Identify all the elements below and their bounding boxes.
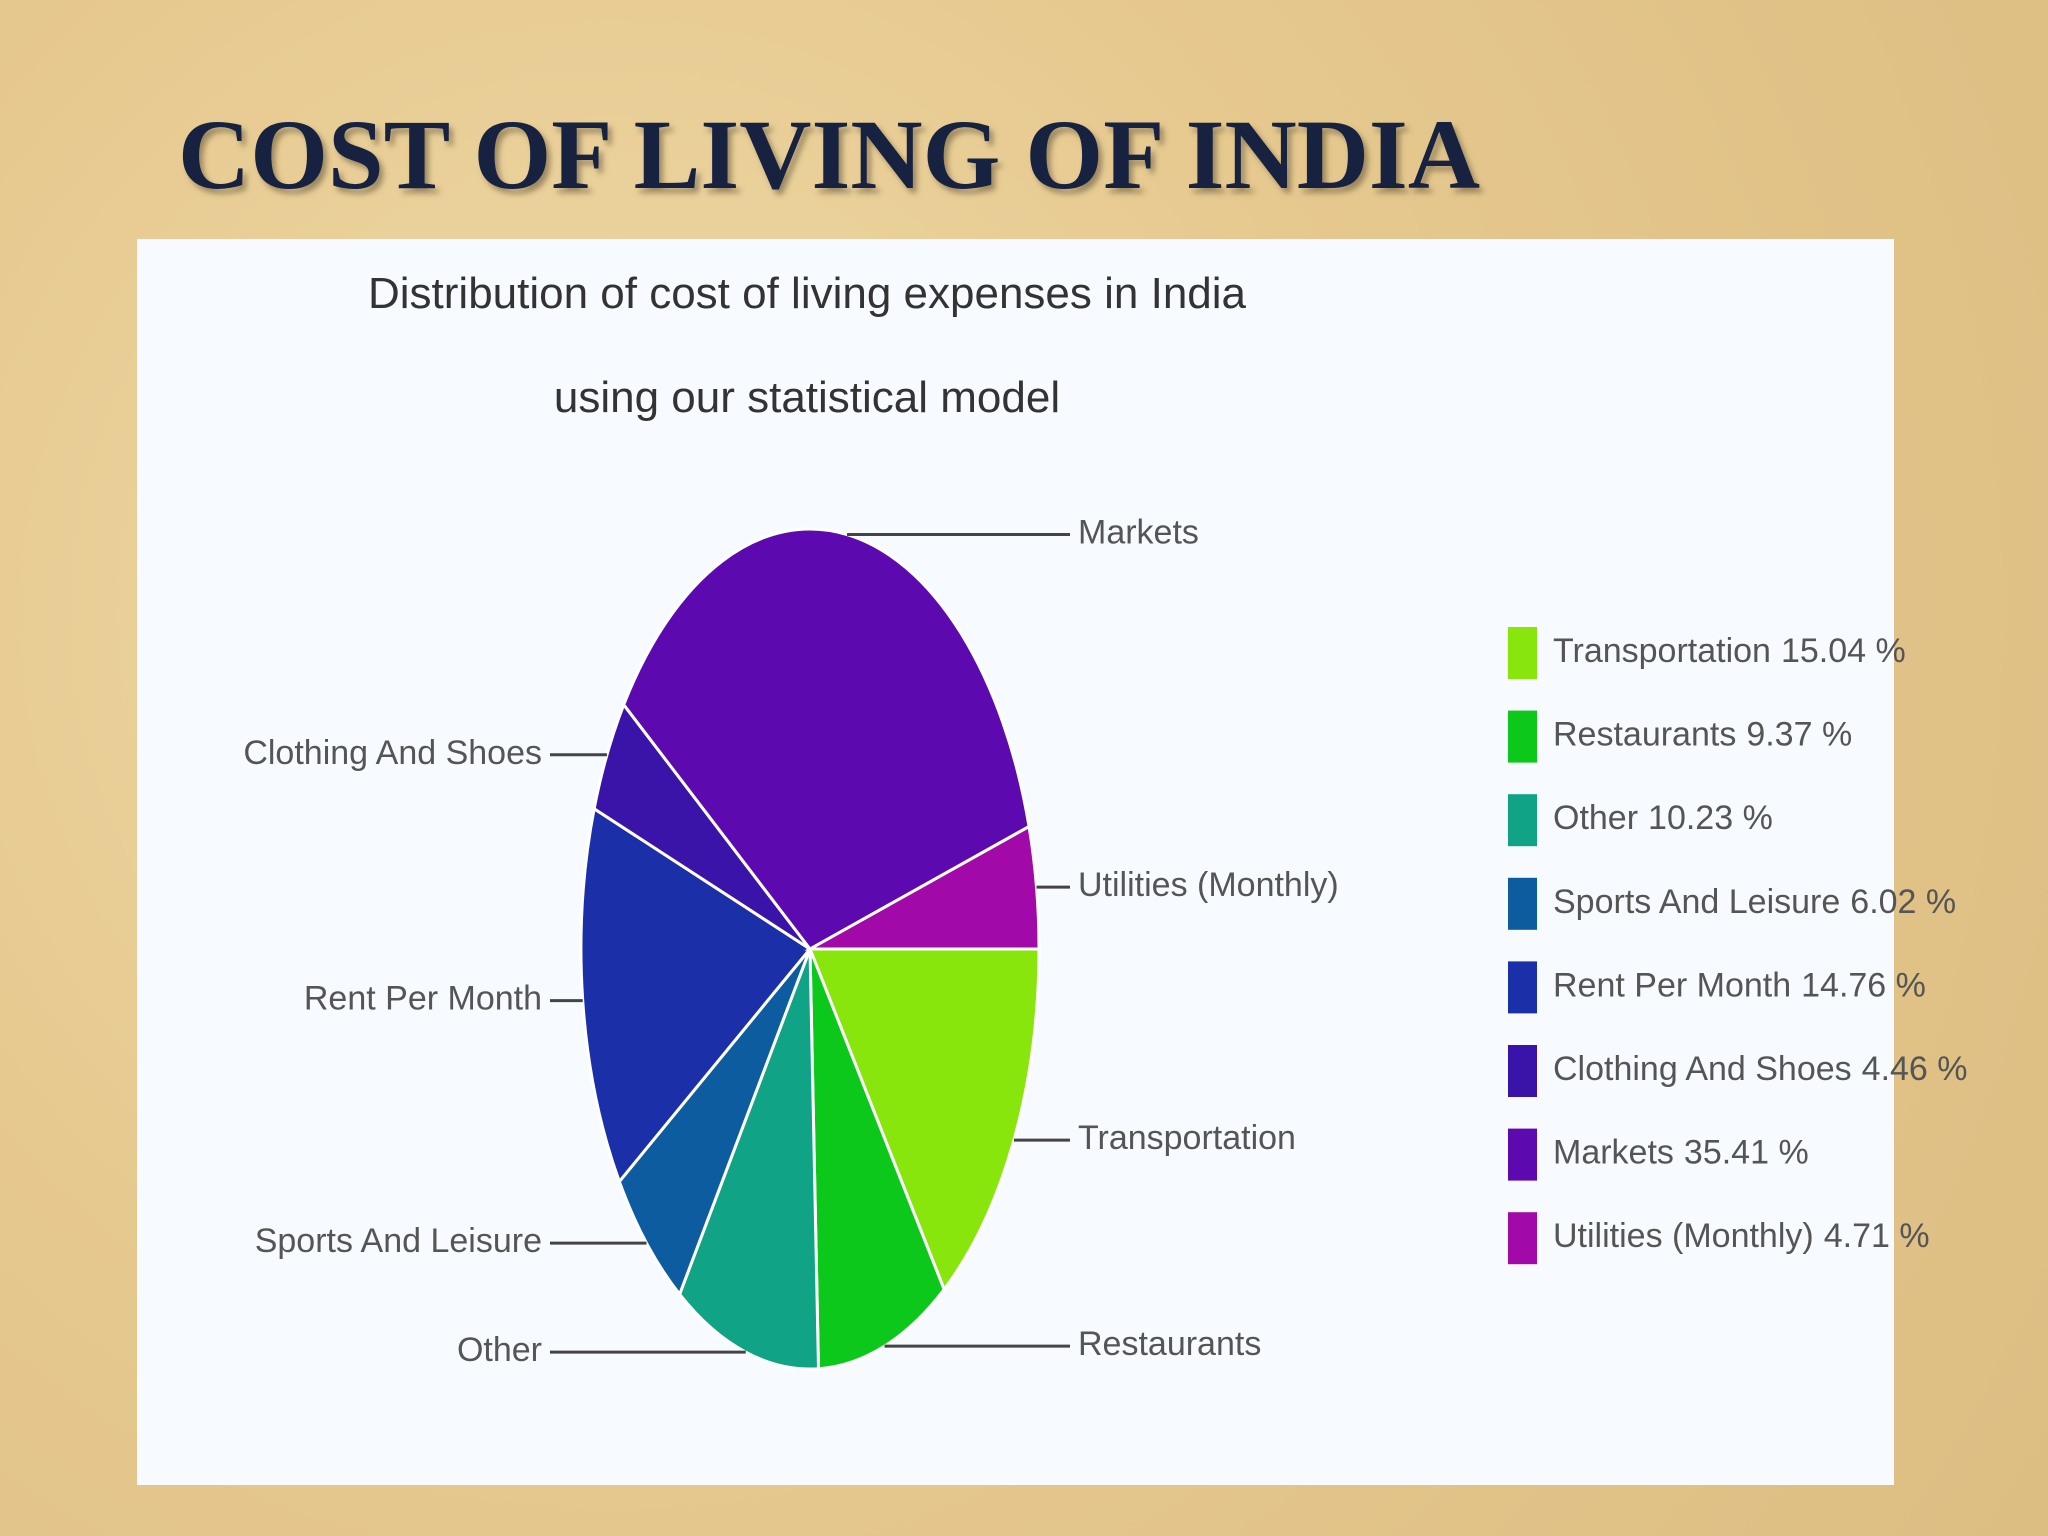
pie-slice bbox=[617, 948, 812, 1298]
legend-value: 35.41 % bbox=[1684, 1134, 1809, 1172]
pie-slice bbox=[808, 948, 946, 1371]
legend-entry: Other 10.23 % bbox=[1553, 799, 1773, 837]
legend-swatch bbox=[1508, 627, 1537, 679]
slice-label: Markets bbox=[1078, 514, 1199, 552]
legend-value: 9.37 % bbox=[1746, 716, 1852, 754]
legend-swatch bbox=[1508, 1212, 1537, 1265]
pie-slice bbox=[579, 806, 813, 1185]
legend-name: Transportation bbox=[1553, 632, 1771, 670]
legend-value: 15.04 % bbox=[1781, 632, 1906, 670]
legend-entry: Utilities (Monthly) 4.71 % bbox=[1553, 1217, 1930, 1255]
legend-value: 4.71 % bbox=[1824, 1217, 1930, 1255]
legend-entry: Transportation 15.04 % bbox=[1553, 632, 1906, 670]
legend-swatch bbox=[1508, 710, 1537, 763]
legend-swatch bbox=[1508, 1045, 1537, 1097]
legend-entry: Rent Per Month 14.76 % bbox=[1553, 966, 1926, 1004]
chart-title: Distribution of cost of living expenses … bbox=[368, 269, 1247, 318]
legend-value: 4.46 % bbox=[1862, 1050, 1968, 1088]
legend-entry: Clothing And Shoes 4.46 % bbox=[1553, 1050, 1968, 1088]
pie-slice bbox=[622, 527, 1031, 951]
legend-swatch bbox=[1508, 794, 1537, 847]
slice-label: Transportation bbox=[1078, 1119, 1296, 1157]
legend-value: 6.02 % bbox=[1850, 883, 1956, 921]
legend-name: Other bbox=[1553, 799, 1638, 837]
legend-name: Sports And Leisure bbox=[1553, 883, 1840, 921]
legend-name: Utilities (Monthly) bbox=[1553, 1217, 1814, 1255]
slice-label: Rent Per Month bbox=[304, 980, 542, 1018]
slide-title: COST OF LIVING OF INDIA bbox=[178, 99, 1480, 210]
slice-label: Other bbox=[457, 1331, 542, 1369]
legend-name: Markets bbox=[1553, 1134, 1674, 1172]
legend-name: Rent Per Month bbox=[1553, 966, 1791, 1004]
slice-label: Restaurants bbox=[1078, 1325, 1261, 1363]
legend-entry: Markets 35.41 % bbox=[1553, 1134, 1809, 1172]
legend-swatch bbox=[1508, 1128, 1537, 1181]
chart-subtitle: using our statistical model bbox=[554, 373, 1060, 422]
legend-name: Clothing And Shoes bbox=[1553, 1050, 1852, 1088]
legend-value: 10.23 % bbox=[1648, 799, 1773, 837]
slice-label: Clothing And Shoes bbox=[243, 734, 542, 772]
legend-entry: Sports And Leisure 6.02 % bbox=[1553, 883, 1956, 921]
legend-swatch bbox=[1508, 877, 1537, 930]
legend-name: Restaurants bbox=[1553, 716, 1736, 754]
slice-label: Sports And Leisure bbox=[255, 1222, 542, 1260]
legend-entry: Restaurants 9.37 % bbox=[1553, 716, 1852, 754]
legend-value: 14.76 % bbox=[1801, 966, 1926, 1004]
legend-swatch bbox=[1508, 961, 1537, 1014]
slice-label: Utilities (Monthly) bbox=[1078, 866, 1339, 904]
